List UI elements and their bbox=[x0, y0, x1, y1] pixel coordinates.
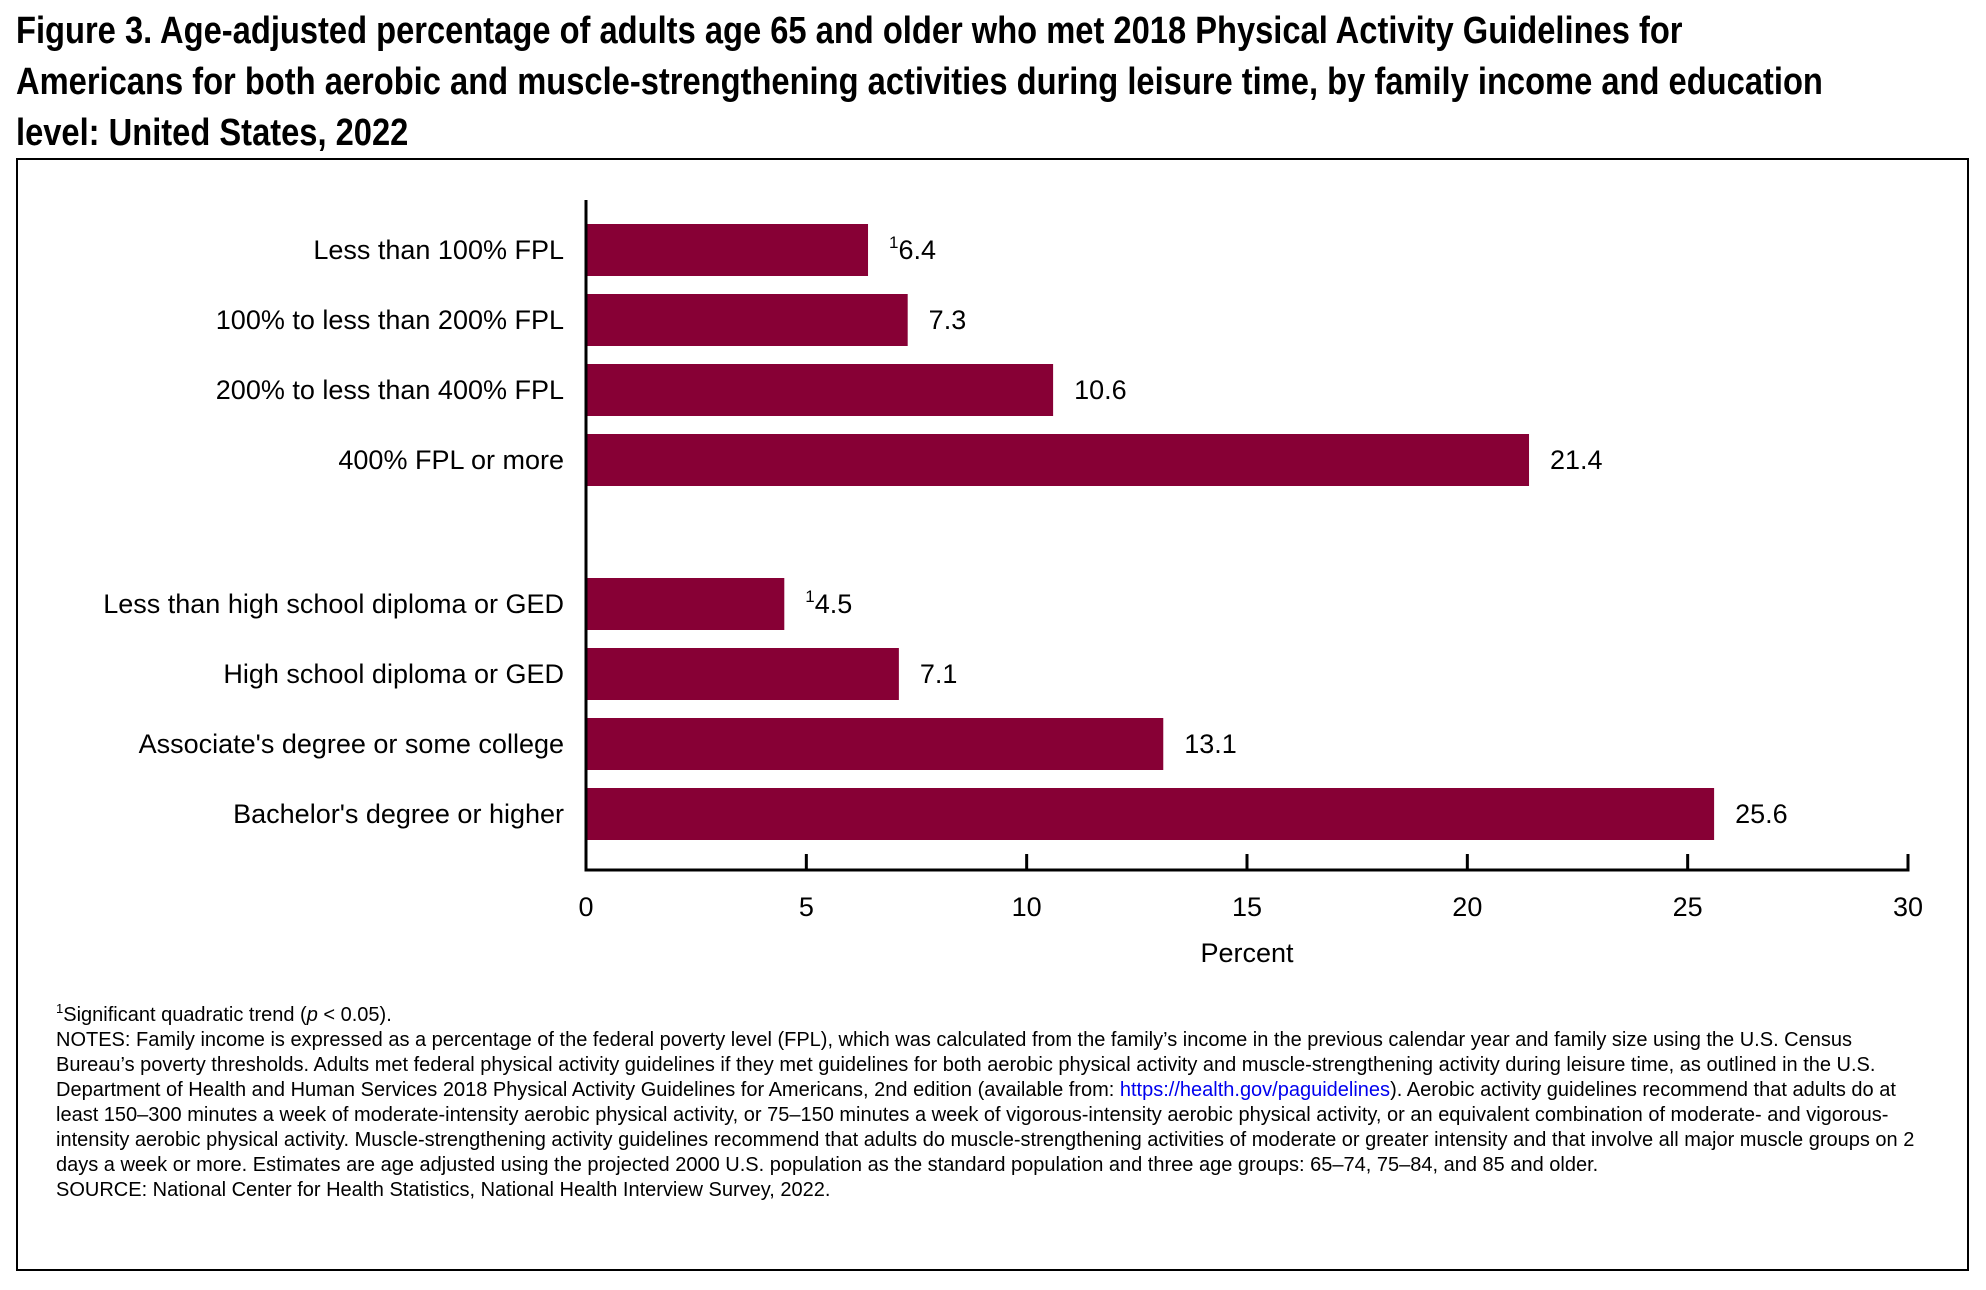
value-label: 7.3 bbox=[929, 305, 967, 335]
bar bbox=[586, 294, 908, 346]
bar-chart: Less than 100% FPL 16.4 100% to less than … bbox=[103, 200, 1923, 968]
bar bbox=[586, 578, 785, 630]
category-label: 200% to less than 400% FPL bbox=[216, 375, 564, 405]
bar bbox=[586, 224, 869, 276]
category-label: 400% FPL or more bbox=[338, 445, 564, 475]
footnote-text-end: < 0.05). bbox=[317, 1004, 392, 1026]
bar bbox=[586, 788, 1715, 840]
x-tick-label: 30 bbox=[1893, 892, 1923, 922]
paguidelines-link[interactable]: https://health.gov/paguidelines bbox=[1119, 1079, 1391, 1101]
figure-title-line-3: level: United States, 2022 bbox=[16, 112, 409, 154]
category-label: High school diploma or GED bbox=[223, 659, 564, 689]
figure-title-line-1: Figure 3. Age-adjusted percentage of adu… bbox=[16, 10, 1683, 52]
notes-text-end: ). Aerobic activity guidelines recommend… bbox=[56, 1079, 1915, 1176]
footnote-p-symbol: p bbox=[306, 1004, 318, 1026]
footnote-mark: 1 bbox=[56, 1001, 64, 1016]
x-tick-label: 25 bbox=[1673, 892, 1703, 922]
value-label: 14.5 bbox=[805, 587, 852, 619]
value-label: 21.4 bbox=[1550, 445, 1603, 475]
footnote-text-start: Significant quadratic trend ( bbox=[63, 1004, 307, 1026]
footnote-line: 1Significant quadratic trend (p < 0.05). bbox=[56, 1001, 1936, 1028]
bar bbox=[586, 364, 1054, 416]
value-label: 13.1 bbox=[1184, 729, 1237, 759]
category-label: Associate's degree or some college bbox=[139, 729, 564, 759]
x-tick-label: 0 bbox=[578, 892, 593, 922]
category-label: Less than high school diploma or GED bbox=[103, 589, 564, 619]
notes-text-start: NOTES: Family income is expressed as a p… bbox=[56, 1029, 1876, 1101]
category-label: 100% to less than 200% FPL bbox=[216, 305, 564, 335]
x-axis-title: Percent bbox=[1200, 938, 1294, 968]
category-label: Bachelor's degree or higher bbox=[233, 799, 564, 829]
value-label: 7.1 bbox=[920, 659, 958, 689]
figure-title-line-2: Americans for both aerobic and muscle-st… bbox=[16, 61, 1823, 103]
source-line: SOURCE: National Center for Health Stati… bbox=[56, 1179, 831, 1201]
value-label: 16.4 bbox=[889, 233, 936, 265]
x-tick-label: 5 bbox=[799, 892, 814, 922]
x-tick-label: 20 bbox=[1452, 892, 1482, 922]
x-tick-label: 10 bbox=[1012, 892, 1042, 922]
bar bbox=[586, 718, 1164, 770]
chart-frame bbox=[16, 158, 1969, 1271]
value-label: 10.6 bbox=[1074, 375, 1127, 405]
category-label: Less than 100% FPL bbox=[313, 235, 564, 265]
x-tick-label: 15 bbox=[1232, 892, 1262, 922]
figure-title: Figure 3. Age-adjusted percentage of adu… bbox=[16, 6, 1823, 159]
value-label: 25.6 bbox=[1735, 799, 1788, 829]
notes-block: 1Significant quadratic trend (p < 0.05).… bbox=[56, 1001, 1936, 1203]
bar bbox=[586, 434, 1530, 486]
notes-paragraph: NOTES: Family income is expressed as a p… bbox=[56, 1028, 1936, 1178]
bar bbox=[586, 648, 899, 700]
